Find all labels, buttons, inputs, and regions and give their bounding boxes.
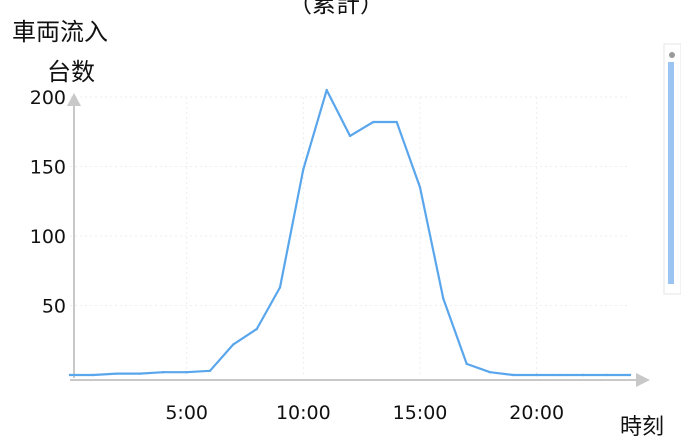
x-tick-label: 5:00	[165, 402, 208, 424]
side-panel	[663, 43, 681, 295]
y-axis-label-line2: 台数	[47, 58, 95, 86]
tick-labels: 50 100 150 200 5:00 10:00 15:00 20:00	[30, 87, 564, 424]
series	[68, 88, 632, 377]
series-line	[68, 88, 632, 377]
data-point	[68, 373, 72, 377]
data-point	[418, 186, 422, 189]
data-point	[162, 371, 165, 374]
y-tick-label: 150	[30, 157, 66, 179]
x-tick-label: 15:00	[393, 402, 448, 424]
y-axis-arrow	[67, 93, 81, 106]
chart-title: （累計）	[288, 0, 384, 18]
data-point	[232, 343, 235, 346]
data-point	[348, 134, 352, 138]
data-point	[442, 297, 445, 300]
grid-lines	[70, 96, 630, 375]
y-tick-label: 50	[42, 296, 66, 318]
data-point	[185, 371, 188, 374]
data-point	[465, 362, 468, 366]
data-point	[138, 372, 142, 375]
x-axis-arrow	[636, 373, 650, 387]
data-point	[535, 373, 538, 377]
y-tick-label: 100	[30, 226, 66, 248]
data-point	[605, 373, 608, 377]
data-point	[582, 373, 585, 377]
x-tick-label: 20:00	[509, 402, 564, 424]
side-panel-dot	[669, 52, 675, 58]
data-point	[372, 120, 375, 124]
axes	[67, 93, 650, 387]
data-point	[512, 373, 515, 377]
data-point	[628, 373, 632, 377]
data-point	[302, 168, 305, 171]
data-point	[395, 120, 398, 124]
data-point	[325, 88, 328, 92]
data-point	[255, 327, 258, 331]
x-tick-label: 10:00	[276, 402, 331, 424]
y-axis-label-line1: 車両流入	[12, 18, 108, 46]
data-point	[92, 373, 95, 377]
data-point	[115, 372, 118, 375]
data-point	[208, 369, 212, 373]
x-axis-label: 時刻	[620, 415, 664, 440]
data-point	[278, 286, 282, 289]
data-point	[558, 373, 562, 377]
side-panel-bar	[668, 62, 674, 284]
data-point	[488, 371, 492, 374]
y-tick-label: 200	[30, 87, 66, 109]
